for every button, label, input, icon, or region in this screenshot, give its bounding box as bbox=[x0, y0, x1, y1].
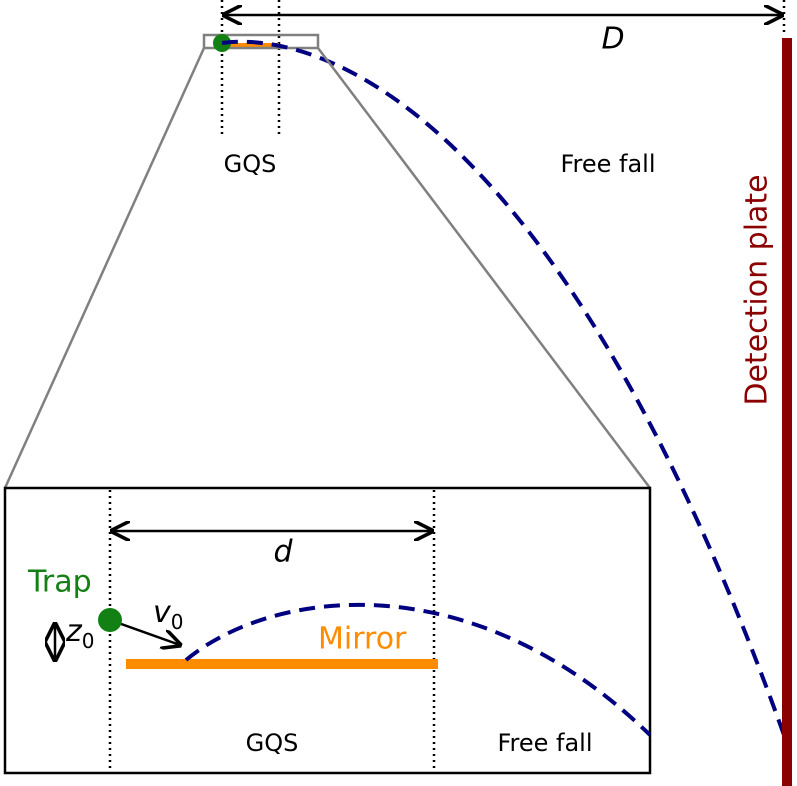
velocity-arrow bbox=[109, 618, 180, 645]
trap bbox=[98, 608, 122, 632]
gqs-label: GQS bbox=[224, 150, 277, 178]
detector-label: Detection plate bbox=[740, 174, 775, 405]
inset-free-fall-label: Free fall bbox=[497, 729, 592, 757]
height-label: z0 bbox=[65, 614, 94, 653]
inset-gqs-label: GQS bbox=[246, 729, 299, 757]
trajectory bbox=[221, 39, 786, 736]
velocity-label: v0 bbox=[153, 595, 184, 634]
inset-trajectory bbox=[184, 602, 652, 737]
distance-label: D bbox=[601, 22, 624, 57]
guide-lines bbox=[220, 0, 786, 138]
detection-plate bbox=[782, 38, 792, 786]
mirror bbox=[126, 659, 438, 669]
inset-guides bbox=[108, 490, 436, 773]
zoom-lines bbox=[3, 47, 651, 489]
trap-label: Trap bbox=[27, 565, 92, 600]
inset-distance-label: d bbox=[273, 535, 293, 570]
mirror-label: Mirror bbox=[318, 622, 407, 657]
zoom-box bbox=[202, 33, 320, 50]
free-fall-label: Free fall bbox=[560, 150, 655, 178]
